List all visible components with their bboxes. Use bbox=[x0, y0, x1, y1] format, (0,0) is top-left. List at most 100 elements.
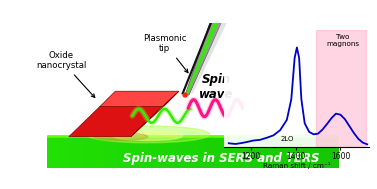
Bar bbox=[166, 138, 168, 168]
Bar bbox=[132, 138, 134, 168]
Bar bbox=[155, 138, 158, 168]
Bar bbox=[290, 138, 292, 168]
Bar bbox=[224, 138, 226, 168]
Bar bbox=[126, 138, 128, 168]
Bar bbox=[306, 138, 308, 168]
Bar bbox=[100, 138, 102, 168]
Bar bbox=[293, 138, 295, 168]
Bar bbox=[124, 138, 127, 168]
Text: Plasmonic
tip: Plasmonic tip bbox=[143, 34, 188, 73]
Bar bbox=[254, 138, 257, 168]
Bar bbox=[47, 136, 339, 138]
Bar bbox=[154, 138, 156, 168]
Bar bbox=[47, 136, 339, 138]
Bar bbox=[47, 136, 339, 138]
Bar bbox=[297, 138, 299, 168]
Text: Oxide
nanocrystal: Oxide nanocrystal bbox=[36, 51, 95, 98]
Polygon shape bbox=[190, 23, 227, 94]
Bar bbox=[94, 138, 96, 168]
Bar bbox=[47, 136, 339, 138]
Bar bbox=[184, 138, 187, 168]
Bar bbox=[47, 136, 339, 138]
Bar bbox=[316, 30, 366, 147]
Bar bbox=[65, 138, 67, 168]
Bar bbox=[47, 136, 339, 138]
Bar bbox=[47, 136, 339, 138]
Bar bbox=[171, 138, 173, 168]
Bar bbox=[47, 136, 339, 138]
Bar bbox=[320, 138, 323, 168]
Bar bbox=[47, 136, 339, 138]
Bar bbox=[335, 138, 337, 168]
Bar bbox=[287, 138, 289, 168]
Bar bbox=[79, 138, 81, 168]
Bar bbox=[214, 138, 216, 168]
Bar bbox=[116, 138, 118, 168]
Bar bbox=[301, 138, 303, 168]
Ellipse shape bbox=[113, 131, 183, 140]
Bar bbox=[209, 138, 211, 168]
Bar bbox=[47, 136, 339, 138]
Bar bbox=[47, 136, 339, 138]
Bar bbox=[272, 138, 274, 168]
Bar bbox=[47, 136, 339, 138]
Bar bbox=[186, 138, 188, 168]
Bar bbox=[317, 138, 320, 168]
Bar bbox=[193, 138, 195, 168]
Polygon shape bbox=[131, 91, 179, 137]
Bar bbox=[241, 138, 244, 168]
Bar bbox=[274, 138, 276, 168]
Bar bbox=[192, 138, 194, 168]
Polygon shape bbox=[100, 91, 179, 107]
Bar bbox=[47, 136, 339, 138]
Bar bbox=[269, 138, 271, 168]
Bar bbox=[47, 136, 339, 138]
Bar bbox=[82, 138, 84, 168]
Bar bbox=[47, 136, 339, 138]
Bar bbox=[47, 136, 339, 138]
Bar bbox=[47, 136, 339, 138]
Bar bbox=[243, 138, 245, 168]
Bar bbox=[47, 136, 339, 138]
Polygon shape bbox=[186, 23, 218, 94]
Bar bbox=[230, 138, 232, 168]
Bar bbox=[278, 138, 280, 168]
Bar bbox=[237, 138, 239, 168]
Bar bbox=[47, 136, 339, 138]
Bar bbox=[47, 136, 339, 138]
Bar bbox=[279, 138, 282, 168]
Bar bbox=[97, 138, 99, 168]
Bar bbox=[47, 136, 339, 138]
Bar bbox=[167, 138, 169, 168]
Bar bbox=[314, 138, 317, 168]
Bar bbox=[233, 138, 235, 168]
Bar bbox=[47, 136, 339, 138]
X-axis label: Raman shift / cm⁻¹: Raman shift / cm⁻¹ bbox=[263, 162, 331, 169]
Bar bbox=[173, 138, 175, 168]
Bar bbox=[246, 138, 248, 168]
Bar bbox=[120, 138, 123, 168]
Bar bbox=[95, 138, 98, 168]
Bar bbox=[190, 138, 193, 168]
Bar bbox=[152, 138, 155, 168]
Bar bbox=[182, 138, 184, 168]
Bar bbox=[47, 136, 339, 138]
Bar bbox=[47, 136, 339, 138]
Bar bbox=[136, 138, 138, 168]
Bar bbox=[236, 138, 238, 168]
Bar bbox=[47, 138, 49, 168]
Bar bbox=[85, 138, 87, 168]
Bar bbox=[47, 136, 339, 138]
Bar bbox=[294, 138, 296, 168]
Bar bbox=[47, 136, 339, 138]
Bar bbox=[170, 138, 172, 168]
Bar bbox=[296, 138, 298, 168]
Bar bbox=[183, 138, 185, 168]
Bar bbox=[47, 136, 339, 138]
Bar bbox=[74, 138, 76, 168]
Bar bbox=[285, 138, 288, 168]
Bar bbox=[164, 138, 166, 168]
Bar bbox=[205, 138, 207, 168]
Bar bbox=[47, 136, 339, 138]
Bar bbox=[47, 136, 339, 138]
